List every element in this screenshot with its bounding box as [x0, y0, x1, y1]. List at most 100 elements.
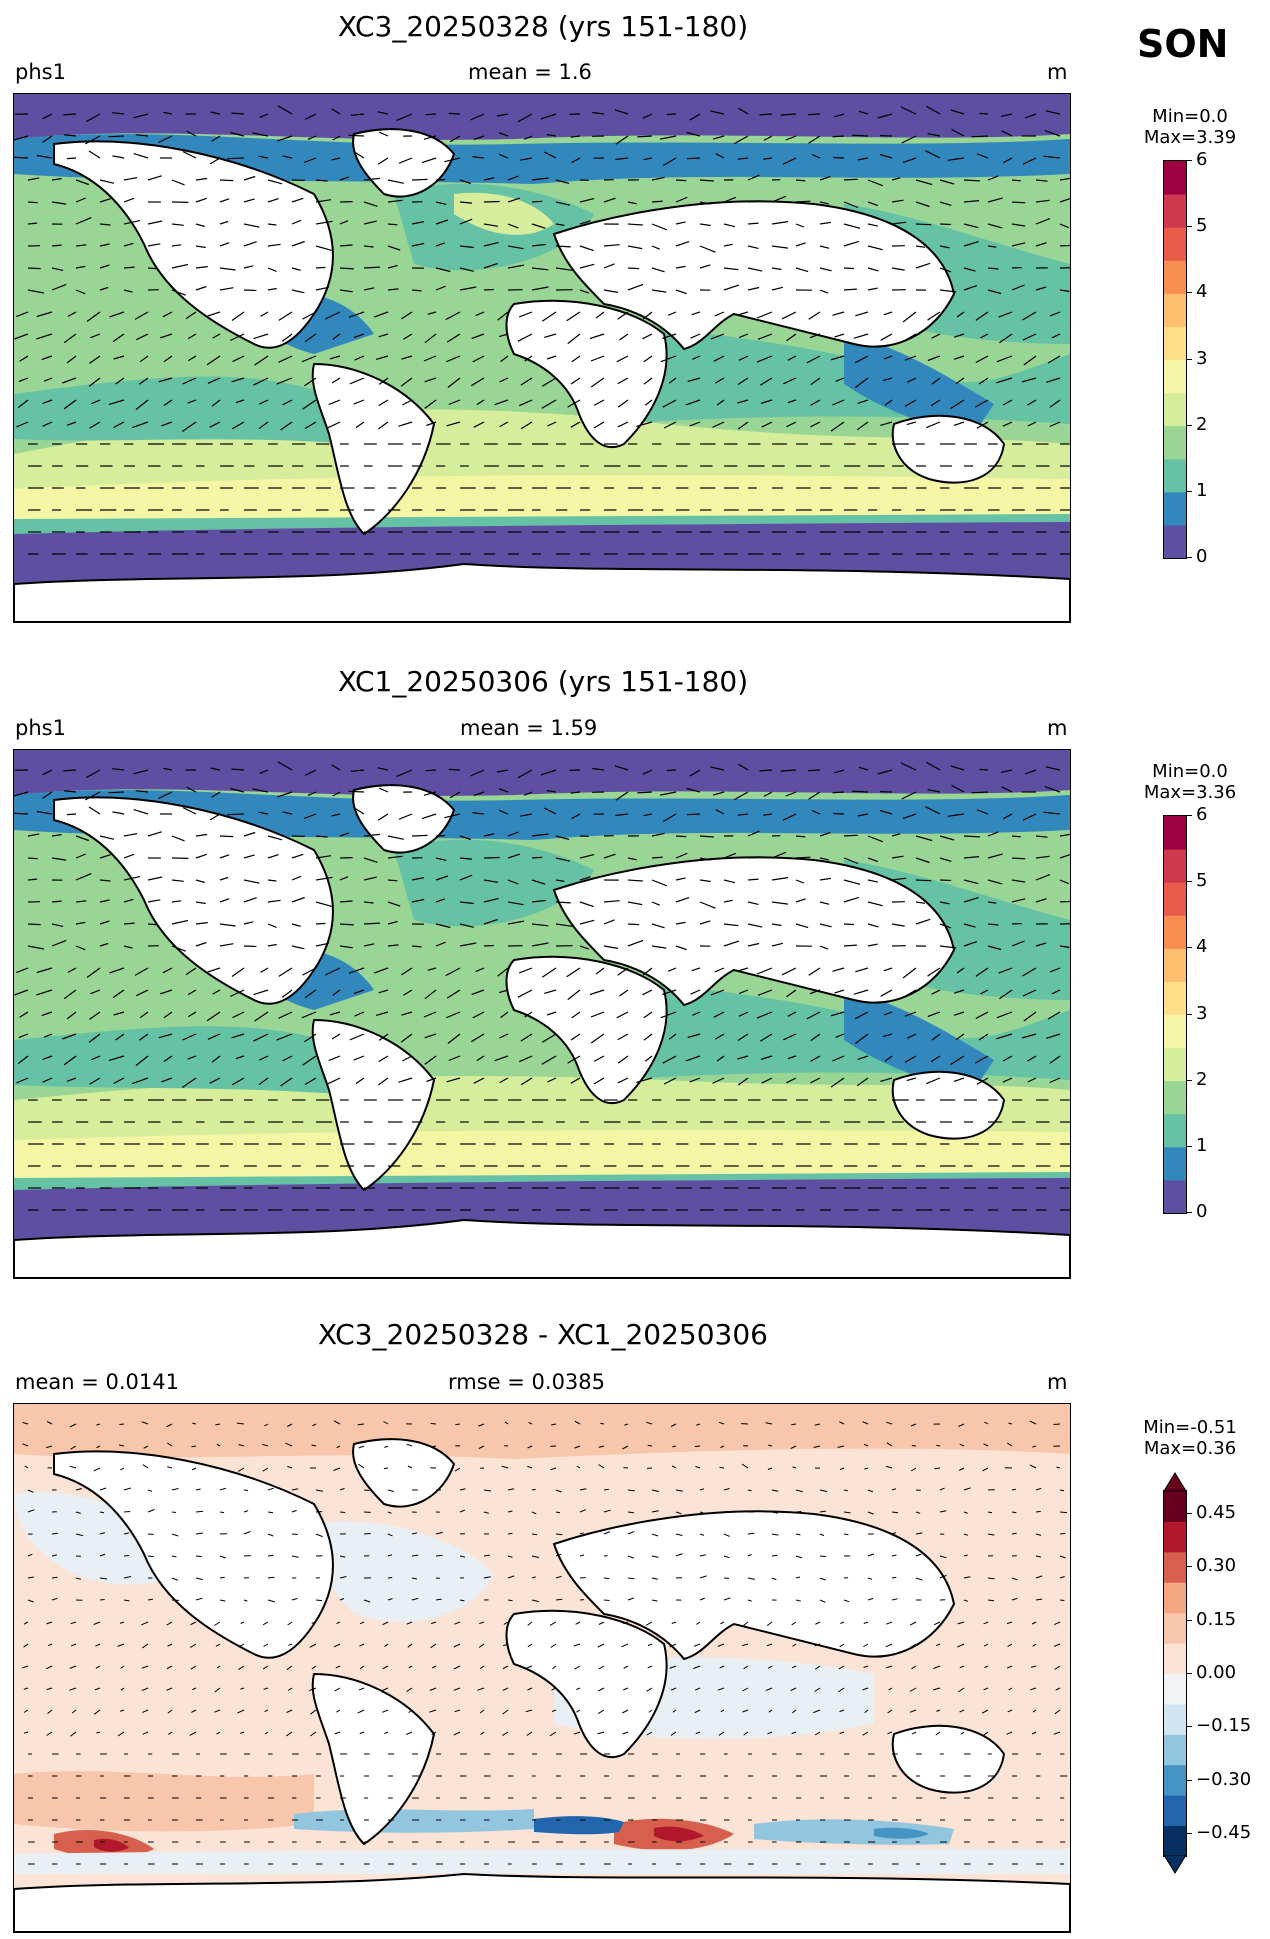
- wind-vector: [843, 857, 859, 865]
- wind-vector: [89, 1077, 101, 1085]
- wind-vector: [236, 1422, 245, 1425]
- wind-vector: [838, 1421, 845, 1425]
- wind-vector: [955, 377, 965, 385]
- wind-vector: [459, 942, 477, 947]
- wind-vector: [926, 761, 941, 771]
- wind-vector: [603, 900, 620, 903]
- colorbar-tick-mark: [1186, 490, 1192, 492]
- wind-vector: [267, 198, 279, 203]
- wind-vector: [411, 834, 428, 837]
- wind-vector: [756, 967, 773, 975]
- wind-vector: [603, 1509, 611, 1513]
- wind-vector: [219, 1555, 226, 1559]
- wind-vector: [819, 201, 830, 205]
- wind-vector: [819, 857, 830, 861]
- wind-vector: [579, 289, 590, 294]
- wind-vector: [843, 834, 859, 837]
- wind-vector: [910, 1643, 917, 1648]
- wind-vector: [142, 1464, 149, 1469]
- wind-vector: [454, 1467, 461, 1472]
- wind-vector: [739, 989, 749, 994]
- wind-vector: [331, 157, 341, 161]
- wind-vector: [63, 134, 77, 137]
- wind-vector: [1046, 1033, 1061, 1039]
- wind-vector: [331, 764, 341, 771]
- wind-vector: [423, 355, 437, 362]
- wind-vector: [315, 199, 332, 203]
- wind-vector: [36, 333, 53, 340]
- wind-vector: [42, 791, 53, 799]
- wind-vector: [830, 1077, 845, 1088]
- wind-vector: [235, 1055, 245, 1060]
- wind-vector: [987, 175, 999, 181]
- wind-vector: [171, 1488, 179, 1491]
- wind-vector: [185, 967, 197, 976]
- wind-vector: [291, 853, 304, 859]
- colorbar-segment: [1164, 1014, 1186, 1049]
- wind-vector: [651, 856, 663, 859]
- wind-vector: [566, 311, 581, 322]
- wind-vector: [219, 943, 234, 947]
- wind-vector: [925, 421, 941, 429]
- wind-vector: [958, 1467, 965, 1471]
- wind-vector: [667, 967, 677, 972]
- wind-vector: [693, 1643, 701, 1647]
- wind-vector: [891, 1532, 897, 1535]
- wind-vector: [36, 154, 53, 159]
- wind-vector: [231, 377, 245, 383]
- wind-vector: [431, 1731, 437, 1736]
- wind-vector: [1011, 879, 1026, 883]
- wind-vector: [311, 1444, 317, 1447]
- wind-vector: [593, 1077, 605, 1085]
- wind-vector: [911, 1665, 917, 1670]
- wind-vector: [810, 421, 821, 428]
- wind-vector: [232, 355, 245, 363]
- wind-vector: [714, 967, 725, 973]
- wind-vector: [909, 1621, 917, 1626]
- wind-vector: [579, 263, 595, 269]
- wind-vector: [526, 1665, 533, 1669]
- wind-vector: [483, 918, 498, 925]
- wind-vector: [86, 967, 101, 978]
- wind-vector: [384, 1643, 389, 1647]
- wind-vector: [598, 1464, 605, 1469]
- wind-vector: [570, 377, 581, 385]
- wind-vector: [1032, 1445, 1037, 1448]
- wind-vector: [446, 1077, 461, 1083]
- wind-vector: [1021, 377, 1037, 383]
- wind-vector: [1011, 1577, 1018, 1581]
- wind-vector: [651, 176, 665, 181]
- wind-vector: [75, 1533, 84, 1537]
- wind-vector: [407, 1465, 413, 1469]
- wind-vector: [571, 813, 581, 820]
- wind-vector: [747, 830, 760, 837]
- wind-vector: [814, 1731, 821, 1736]
- wind-vector: [348, 967, 365, 974]
- wind-vector: [891, 1511, 899, 1514]
- wind-vector: [260, 311, 269, 317]
- wind-vector: [651, 879, 668, 887]
- wind-vector: [139, 355, 149, 363]
- wind-vector: [1035, 1510, 1041, 1513]
- wind-vector: [715, 153, 725, 159]
- wind-vector: [195, 853, 207, 859]
- wind-vector: [622, 1709, 629, 1714]
- wind-vector: [891, 1488, 897, 1491]
- wind-vector: [243, 921, 254, 925]
- wind-vector: [780, 113, 797, 116]
- wind-vector: [647, 1643, 653, 1646]
- wind-vector: [867, 201, 878, 207]
- wind-vector: [507, 264, 525, 269]
- wind-vector: [832, 1055, 845, 1062]
- wind-vector: [627, 223, 643, 226]
- wind-vector: [864, 1709, 869, 1713]
- wind-vector: [570, 1077, 581, 1084]
- wind-vector: [651, 1555, 659, 1558]
- wind-vector: [402, 1055, 413, 1062]
- wind-vector: [963, 267, 976, 272]
- wind-vector: [756, 1011, 773, 1019]
- wind-vector: [867, 1597, 874, 1601]
- wind-vector: [507, 1599, 513, 1602]
- wind-vector: [939, 857, 952, 862]
- wind-vector: [795, 200, 811, 203]
